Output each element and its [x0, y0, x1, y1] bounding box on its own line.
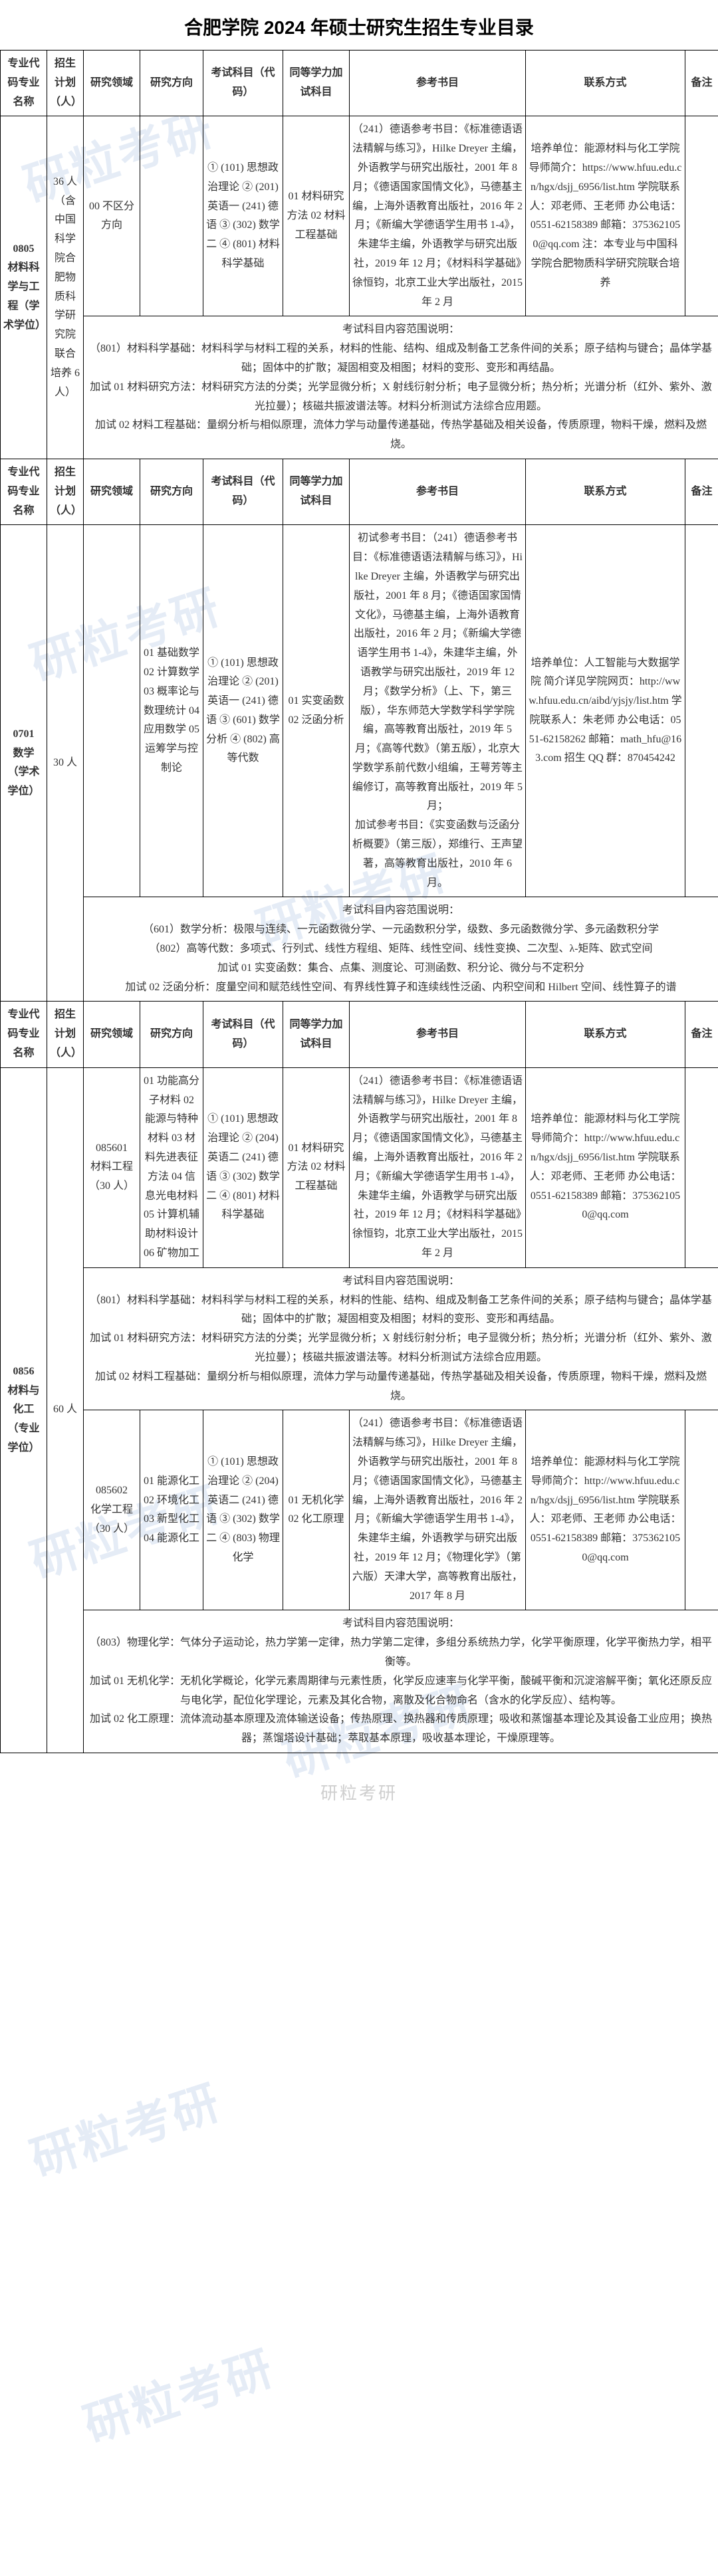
plan-0856: 60 人 [47, 1067, 84, 1753]
field-name: 材料工程（30 人） [89, 1161, 134, 1192]
th-plan: 招生计划（人） [47, 51, 84, 116]
th-books: 参考书目 [350, 459, 526, 524]
name-text: 材料科学与工程（学术学位） [3, 262, 46, 330]
th-code: 专业代码专业名称 [1, 51, 47, 116]
major-code-0856: 0856 材料与化工（专业学位） [1, 1067, 47, 1753]
field-0701 [84, 525, 140, 897]
th-note: 备注 [685, 1002, 718, 1067]
th-note: 备注 [685, 459, 718, 524]
books-0701: 初试参考书目：（241）德语参考书目：《标准德语语法精解与练习》，Hilke D… [350, 525, 526, 897]
catalog-table: 专业代码专业名称 招生计划（人） 研究领域 研究方向 考试科目（代码） 同等学力… [0, 50, 718, 1753]
th-field: 研究领域 [84, 459, 140, 524]
th-field: 研究领域 [84, 51, 140, 116]
note-0701 [685, 525, 718, 897]
th-subj: 考试科目（代码） [203, 1002, 283, 1067]
desc-0701: 考试科目内容范围说明： （601）数学分析：极限与连续、一元函数微分学、一元函数… [84, 897, 718, 1002]
name-text: 数学（学术学位） [7, 748, 39, 798]
th-field: 研究领域 [84, 1002, 140, 1067]
footer-watermark: 研粒考研 [0, 1753, 718, 1824]
th-plan: 招生计划（人） [47, 1002, 84, 1067]
plan-num: 36 人 [53, 176, 77, 187]
field-0805: 00 不区分方向 [84, 116, 140, 316]
data-row-0805: 0805 材料科学与工程（学术学位） 36 人 （含中国科学院合肥物质科学研究院… [1, 116, 718, 316]
desc-row-085601: 考试科目内容范围说明： （801）材料科学基础：材料科学与材料工程的关系，材料的… [1, 1267, 718, 1410]
books-0805: （241）德语参考书目：《标准德语语法精解与练习》，Hilke Dreyer 主… [350, 116, 526, 316]
field-name: 化学工程（30 人） [89, 1504, 134, 1535]
contact-085601: 培养单位：能源材料与化工学院 导师简介：http://www.hfuu.edu.… [526, 1067, 685, 1267]
plan-0701: 30 人 [47, 525, 84, 1002]
code-text: 0805 [13, 243, 35, 255]
eq-0701: 01 实变函数 02 泛函分析 [283, 525, 350, 897]
code-text: 0701 [13, 728, 35, 740]
subj-0701: ① (101) 思想政治理论 ② (201) 英语一 (241) 德语 ③ (6… [203, 525, 283, 897]
field-code: 085602 [96, 1485, 128, 1496]
field-085602: 085602 化学工程（30 人） [84, 1410, 140, 1610]
major-code-0805: 0805 材料科学与工程（学术学位） [1, 116, 47, 459]
th-dir: 研究方向 [140, 51, 203, 116]
dir-085602: 01 能源化工 02 环境化工 03 新型化工 04 能源化工 [140, 1410, 203, 1610]
watermark: 研粒考研 [74, 2331, 283, 2456]
contact-085602: 培养单位：能源材料与化工学院 导师简介：http://www.hfuu.edu.… [526, 1410, 685, 1610]
desc-row-085602: 考试科目内容范围说明： （803）物理化学：气体分子运动论，热力学第一定律，热力… [1, 1610, 718, 1753]
th-eq: 同等学力加试科目 [283, 1002, 350, 1067]
subj-085602: ① (101) 思想政治理论 ② (204) 英语二 (241) 德语 ③ (3… [203, 1410, 283, 1610]
watermark: 研粒考研 [21, 2065, 229, 2190]
code-text: 0856 [13, 1366, 35, 1377]
desc-085601: 考试科目内容范围说明： （801）材料科学基础：材料科学与材料工程的关系，材料的… [84, 1267, 718, 1410]
name-text: 材料与化工（专业学位） [7, 1385, 39, 1453]
note-085601 [685, 1067, 718, 1267]
data-row-0701: 0701 数学（学术学位） 30 人 01 基础数学 02 计算数学 03 概率… [1, 525, 718, 897]
subj-0805: ① (101) 思想政治理论 ② (201) 英语一 (241) 德语 ③ (3… [203, 116, 283, 316]
books-085602: （241）德语参考书目：《标准德语语法精解与练习》，Hilke Dreyer 主… [350, 1410, 526, 1610]
th-dir: 研究方向 [140, 1002, 203, 1067]
th-contact: 联系方式 [526, 459, 685, 524]
contact-0805: 培养单位：能源材料与化工学院 导师简介：https://www.hfuu.edu… [526, 116, 685, 316]
th-books: 参考书目 [350, 1002, 526, 1067]
desc-row-0701: 考试科目内容范围说明： （601）数学分析：极限与连续、一元函数微分学、一元函数… [1, 897, 718, 1002]
dir-085601: 01 功能高分子材料 02 能源与特种材料 03 材料先进表征方法 04 信息光… [140, 1067, 203, 1267]
th-books: 参考书目 [350, 51, 526, 116]
th-note: 备注 [685, 51, 718, 116]
field-code: 085601 [96, 1142, 128, 1154]
dir-0701: 01 基础数学 02 计算数学 03 概率论与数理统计 04 应用数学 05 运… [140, 525, 203, 897]
th-eq: 同等学力加试科目 [283, 459, 350, 524]
header-row: 专业代码专业名称 招生计划（人） 研究领域 研究方向 考试科目（代码） 同等学力… [1, 1002, 718, 1067]
books-085601: （241）德语参考书目：《标准德语语法精解与练习》，Hilke Dreyer 主… [350, 1067, 526, 1267]
th-code: 专业代码专业名称 [1, 1002, 47, 1067]
th-contact: 联系方式 [526, 51, 685, 116]
eq-085602: 01 无机化学 02 化工原理 [283, 1410, 350, 1610]
plan-note: （含中国科学院合肥物质科学研究院联合培养 6 人） [51, 195, 80, 398]
th-code: 专业代码专业名称 [1, 459, 47, 524]
eq-085601: 01 材料研究方法 02 材料工程基础 [283, 1067, 350, 1267]
major-code-0701: 0701 数学（学术学位） [1, 525, 47, 1002]
data-row-085601: 0856 材料与化工（专业学位） 60 人 085601 材料工程（30 人） … [1, 1067, 718, 1267]
th-eq: 同等学力加试科目 [283, 51, 350, 116]
desc-0805: 考试科目内容范围说明： （801）材料科学基础：材料科学与材料工程的关系，材料的… [84, 316, 718, 459]
subj-085601: ① (101) 思想政治理论 ② (204) 英语二 (241) 德语 ③ (3… [203, 1067, 283, 1267]
header-row: 专业代码专业名称 招生计划（人） 研究领域 研究方向 考试科目（代码） 同等学力… [1, 51, 718, 116]
th-subj: 考试科目（代码） [203, 51, 283, 116]
desc-085602: 考试科目内容范围说明： （803）物理化学：气体分子运动论，热力学第一定律，热力… [84, 1610, 718, 1753]
th-contact: 联系方式 [526, 1002, 685, 1067]
note-085602 [685, 1410, 718, 1610]
desc-row-0805: 考试科目内容范围说明： （801）材料科学基础：材料科学与材料工程的关系，材料的… [1, 316, 718, 459]
th-dir: 研究方向 [140, 459, 203, 524]
field-085601: 085601 材料工程（30 人） [84, 1067, 140, 1267]
th-plan: 招生计划（人） [47, 459, 84, 524]
plan-0805: 36 人 （含中国科学院合肥物质科学研究院联合培养 6 人） [47, 116, 84, 459]
page-title: 合肥学院 2024 年硕士研究生招生专业目录 [0, 0, 718, 50]
data-row-085602: 085602 化学工程（30 人） 01 能源化工 02 环境化工 03 新型化… [1, 1410, 718, 1610]
dir-0805 [140, 116, 203, 316]
th-subj: 考试科目（代码） [203, 459, 283, 524]
contact-0701: 培养单位：人工智能与大数据学院 简介详见学院网页：http://www.hfuu… [526, 525, 685, 897]
header-row: 专业代码专业名称 招生计划（人） 研究领域 研究方向 考试科目（代码） 同等学力… [1, 459, 718, 524]
eq-0805: 01 材料研究方法 02 材料工程基础 [283, 116, 350, 316]
note-0805 [685, 116, 718, 316]
